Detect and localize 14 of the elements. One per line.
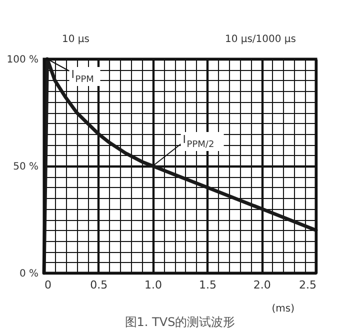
text: 10 μs	[62, 34, 90, 45]
x-tick-label: 0.5	[90, 278, 108, 292]
y-tick-label: 50 %	[13, 162, 38, 172]
x-tick-label: 1.0	[144, 278, 162, 292]
line-series	[42, 57, 318, 275]
x-tick-label: 0	[44, 278, 52, 292]
x-tick-label: 2.5	[299, 278, 316, 292]
y-tick-label: 100 %	[6, 54, 38, 66]
text: 10 μs/1000 μs	[224, 34, 296, 45]
y-tick-label: 0 %	[19, 268, 38, 280]
x-axis-title: (ms)	[272, 304, 295, 314]
text: 图1. TVS的测试波形	[124, 315, 236, 329]
x-tick-label: 2.0	[253, 278, 271, 292]
x-tick-label: 1.5	[198, 278, 216, 292]
